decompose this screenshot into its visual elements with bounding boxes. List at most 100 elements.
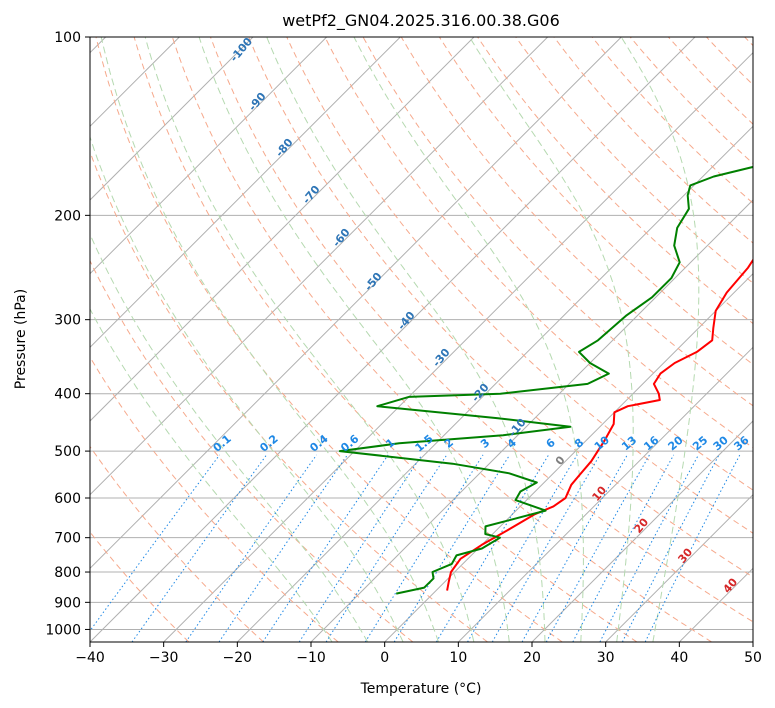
mixing-ratio-line [325, 454, 448, 642]
isotherm-line [90, 37, 622, 570]
dry-adiabat-label: -50 [362, 270, 385, 294]
moist-adiabat-line [266, 37, 546, 642]
x-tick-label: 40 [670, 650, 688, 666]
x-tick-label: −20 [223, 650, 253, 666]
chart-title: wetPf2_GN04.2025.316.00.38.G06 [282, 11, 560, 31]
mixing-ratio-line [467, 454, 578, 642]
dry-adiabat-line [133, 37, 638, 642]
x-axis-title: Temperature (°C) [360, 681, 482, 697]
moist-adiabat-line [353, 37, 584, 642]
dewpoint-profile-line [338, 165, 753, 595]
dry-adiabat-line [324, 37, 753, 491]
isotherm-line [605, 493, 753, 642]
x-tick-label: −30 [149, 650, 179, 666]
y-tick-label: 900 [54, 595, 81, 611]
y-axis-title: Pressure (hPa) [13, 289, 29, 389]
dry-adiabat-label: 0 [553, 453, 568, 467]
x-tick-label: −40 [75, 650, 105, 666]
dry-adiabat-label: 40 [720, 575, 740, 595]
background-lines [90, 37, 753, 642]
x-tick-label: 30 [597, 650, 615, 666]
moist-adiabat-line [90, 135, 404, 642]
dry-adiabat-label: -20 [469, 381, 492, 405]
dry-adiabat-label: -80 [273, 136, 296, 160]
dry-adiabat-line [90, 259, 414, 642]
temperature-profile-line [446, 258, 753, 591]
dry-adiabat-label: -40 [395, 309, 418, 333]
moist-adiabat-line [90, 232, 369, 642]
moist-adiabat-line [144, 37, 475, 642]
dry-adiabat-line [438, 37, 753, 366]
dry-adiabat-label: -70 [300, 183, 323, 207]
dry-adiabat-line [400, 37, 753, 407]
isotherm-line [310, 199, 753, 642]
dry-adiabat-line [90, 150, 488, 642]
isotherm-line [90, 37, 328, 275]
dry-adiabat-line [553, 37, 753, 244]
isotherm-line [90, 37, 254, 201]
mixing-ratio-line [572, 454, 675, 642]
y-tick-label: 100 [54, 30, 81, 46]
dry-adiabat-line [95, 37, 563, 642]
mixing-ratio-line [218, 454, 348, 642]
moist-adiabat-line [100, 37, 439, 642]
y-tick-label: 400 [54, 387, 81, 403]
dry-adiabat-label: -60 [330, 226, 353, 250]
isotherm-line [752, 641, 753, 642]
isotherm-line [384, 272, 753, 642]
dry-adiabat-line [744, 37, 753, 47]
mixing-ratio-label: 6 [544, 436, 558, 451]
isotherm-line [90, 37, 475, 422]
y-tick-label: 600 [54, 491, 81, 507]
isotherm-line [90, 37, 549, 496]
mixing-ratio-line [131, 454, 267, 642]
mixing-ratio-label: 25 [690, 434, 710, 454]
dry-adiabat-line [629, 37, 753, 165]
dry-adiabat-label: -90 [246, 90, 269, 114]
isotherm-line [90, 37, 401, 349]
mixing-ratio-line [364, 454, 484, 642]
x-tick-label: 50 [744, 650, 762, 666]
mixing-ratio-label: 1 [383, 436, 397, 451]
y-tick-label: 700 [54, 531, 81, 547]
mixing-ratio-line [393, 454, 511, 642]
y-tick-label: 300 [54, 313, 81, 329]
mixing-ratio-label: 8 [572, 436, 586, 451]
mixing-ratio-label: 30 [711, 433, 731, 453]
dry-adiabat-line [248, 37, 753, 578]
y-tick-label: 800 [54, 565, 81, 581]
dry-adiabat-label: 10 [589, 483, 609, 503]
mixing-ratio-label: 20 [666, 433, 686, 453]
data-lines [338, 165, 753, 595]
moist-adiabat-line [620, 37, 700, 642]
moist-adiabat-line [90, 308, 333, 642]
mixing-ratio-label: 3 [478, 436, 492, 451]
moist-adiabat-line [469, 37, 634, 642]
isotherm-line [678, 567, 753, 642]
dry-adiabat-line [706, 37, 753, 86]
dry-adiabat-label: 20 [631, 515, 651, 535]
mixing-ratio-line [262, 454, 389, 642]
moist-adiabat-line [198, 37, 510, 642]
mixing-ratio-line [599, 454, 699, 642]
dry-adiabat-line [90, 356, 339, 642]
x-tick-label: −10 [296, 650, 326, 666]
isotherm-line [531, 420, 753, 642]
y-tick-label: 500 [54, 444, 81, 460]
mixing-ratio-line [185, 454, 318, 642]
mixing-ratio-line [435, 454, 550, 642]
isotherm-line [457, 346, 753, 642]
x-tick-label: 10 [449, 650, 467, 666]
dry-adiabat-label: -30 [430, 346, 453, 370]
mixing-ratio-label: 10 [592, 433, 612, 453]
y-axis: 100 200 300 400 500 600 700 800 900 1000 [45, 30, 90, 638]
plot-frame [89, 36, 754, 643]
dry-adiabat-line [515, 37, 753, 284]
y-tick-label: 200 [54, 208, 81, 224]
y-tick-label: 1000 [45, 622, 81, 638]
dry-adiabat-line [362, 37, 753, 449]
isotherm-line [236, 125, 753, 642]
dry-adiabat-label: 30 [675, 545, 695, 565]
isotherm-line [163, 51, 753, 642]
